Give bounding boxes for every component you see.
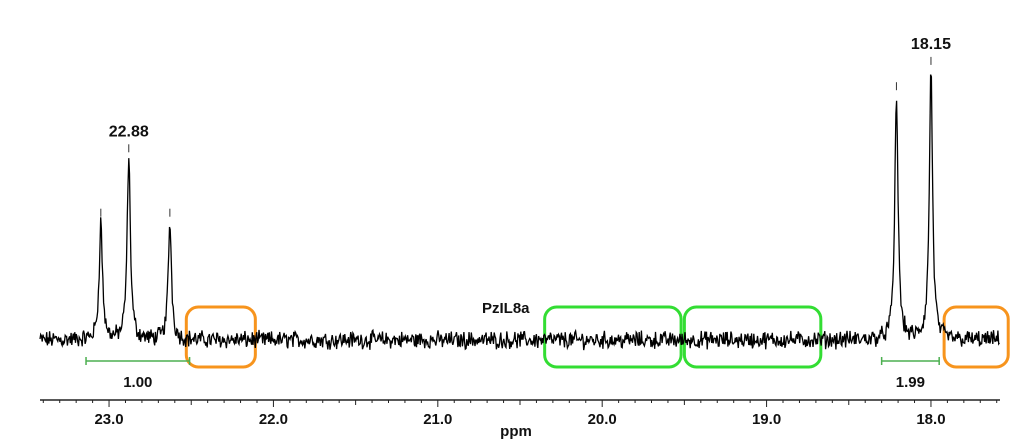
peak-label: 22.88 <box>109 123 149 140</box>
tick-label: 23.0 <box>94 411 123 428</box>
peak-markers: 22.88 18.15 <box>100 36 951 217</box>
integral-lines: 1.00 1.99 <box>85 357 940 391</box>
tick-label: 18.0 <box>916 411 945 428</box>
tick-label: 22.0 <box>259 411 288 428</box>
spectrum-trace-group <box>39 74 1000 351</box>
x-axis-label: ppm <box>500 423 532 440</box>
spectrum-trace <box>39 74 1000 351</box>
integral-value: 1.99 <box>896 374 925 391</box>
tick-label: 21.0 <box>423 411 452 428</box>
sample-label: PzIL8a <box>482 300 530 317</box>
peak-label: 18.15 <box>911 36 951 53</box>
highlight-region <box>942 305 1010 369</box>
tick-label: 19.0 <box>752 411 781 428</box>
integral-value: 1.00 <box>123 374 152 391</box>
tick-label: 20.0 <box>588 411 617 428</box>
x-axis-ticks: 23.0 22.0 21.0 20.0 19.0 18.0 <box>42 400 998 428</box>
